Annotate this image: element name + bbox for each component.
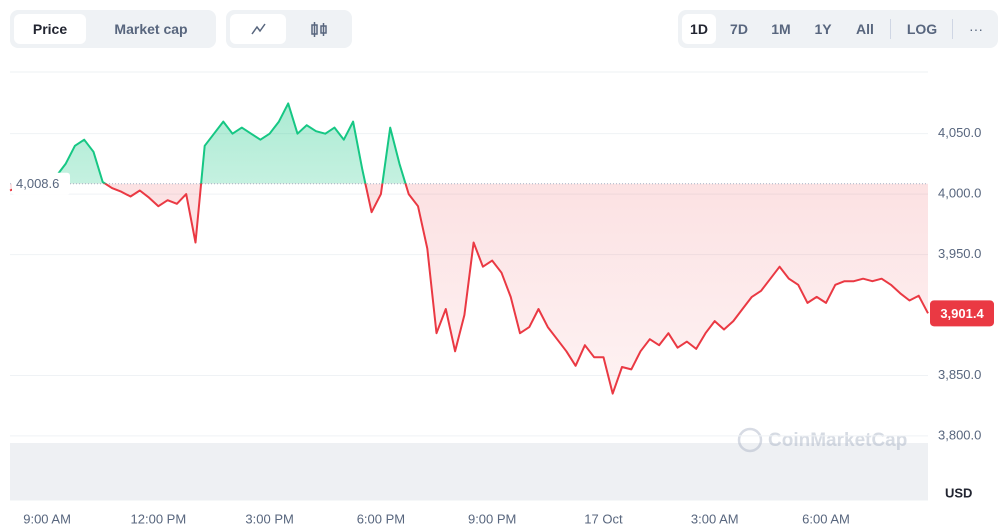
separator [890,19,891,39]
x-tick-label: 3:00 PM [245,511,293,526]
range-toggle: 1D 7D 1M 1Y All LOG ··· [678,10,998,48]
range-button[interactable]: All [856,21,874,37]
range-button[interactable]: 1M [771,21,791,37]
volume-area [10,443,928,500]
last-price-bg [930,300,994,327]
candle-icon [311,22,327,37]
x-tick-label: 6:00 AM [802,511,850,526]
y-tick-label: 3,800.0 [938,427,981,442]
range-button[interactable]: 1Y [814,21,832,37]
range-button[interactable]: 7D [730,21,748,37]
line-chart-button[interactable] [230,14,286,44]
y-tick-label: 4,000.0 [938,186,981,201]
y-tick-label: 3,850.0 [938,367,981,382]
price-line [9,102,929,395]
separator [952,19,953,39]
more-button[interactable]: ··· [969,21,983,37]
view-button[interactable]: Price [14,14,86,44]
area-fill [10,103,928,394]
chart-type-toggle [226,10,352,48]
x-tick-label: 9:00 PM [468,511,516,526]
x-tick-label: 12:00 PM [131,511,187,526]
watermark: CoinMarketCap [737,427,907,453]
line-icon [251,23,266,35]
y-unit: USD [945,485,972,500]
candle-chart-button[interactable] [290,14,348,44]
x-tick-label: 3:00 AM [691,511,739,526]
y-tick-label: 4,050.0 [938,125,981,140]
range-button[interactable]: 1D [682,14,716,44]
view-button[interactable]: Market cap [114,21,188,37]
scale-button[interactable]: LOG [906,21,938,37]
baseline-label-bg [12,172,70,195]
baseline-label: 4,008.6 [16,176,59,191]
x-tick-label: 17 Oct [584,511,623,526]
x-tick-label: 9:00 AM [23,511,71,526]
y-tick-label: 3,950.0 [938,246,981,261]
x-tick-label: 6:00 PM [357,511,405,526]
last-price-label: 3,901.4 [940,306,984,321]
view-toggle: Price Market cap [10,10,216,48]
watermark-text: CoinMarketCap [768,430,907,451]
